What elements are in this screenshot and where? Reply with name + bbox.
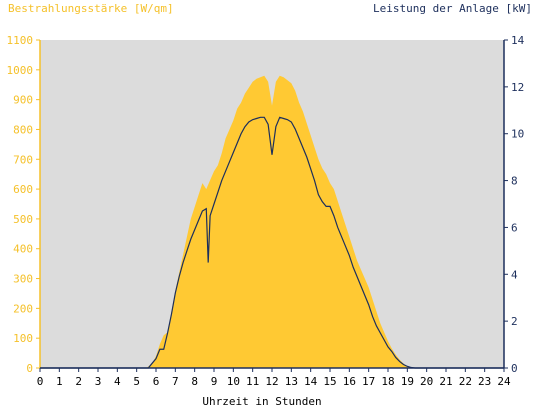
left-tick-label: 800 [13, 123, 33, 136]
x-tick-label: 15 [323, 375, 336, 388]
x-tick-label: 20 [420, 375, 433, 388]
x-tick-label: 7 [172, 375, 179, 388]
x-tick-label: 11 [246, 375, 259, 388]
left-tick-label: 500 [13, 213, 33, 226]
x-tick-label: 14 [304, 375, 318, 388]
right-tick-label: 14 [511, 34, 525, 47]
x-tick-label: 22 [459, 375, 472, 388]
x-axis-title: Uhrzeit in Stunden [202, 395, 321, 408]
x-tick-label: 19 [401, 375, 414, 388]
left-axis-title: Bestrahlungsstärke [W/qm] [8, 2, 174, 15]
right-axis-title: Leistung der Anlage [kW] [373, 2, 532, 15]
left-tick-label: 900 [13, 94, 33, 107]
right-tick-label: 12 [511, 81, 524, 94]
right-tick-label: 10 [511, 128, 524, 141]
x-tick-label: 8 [191, 375, 198, 388]
x-tick-label: 1 [56, 375, 63, 388]
irradiance-area [40, 75, 504, 368]
x-tick-label: 10 [227, 375, 240, 388]
x-tick-label: 23 [478, 375, 491, 388]
x-tick-label: 13 [285, 375, 298, 388]
x-tick-label: 2 [75, 375, 82, 388]
right-tick-label: 8 [511, 175, 518, 188]
left-tick-label: 1000 [7, 64, 34, 77]
left-tick-label: 0 [26, 362, 33, 375]
left-tick-label: 300 [13, 273, 33, 286]
x-tick-label: 18 [381, 375, 394, 388]
right-tick-label: 2 [511, 315, 518, 328]
right-tick-label: 4 [511, 268, 518, 281]
x-tick-label: 17 [362, 375, 375, 388]
left-tick-label: 400 [13, 243, 33, 256]
x-tick-label: 12 [265, 375, 278, 388]
axis-ticks: 0100200300400500600700800900100011000246… [7, 34, 525, 388]
left-tick-label: 600 [13, 183, 33, 196]
left-tick-label: 100 [13, 332, 33, 345]
x-tick-label: 0 [37, 375, 44, 388]
left-tick-label: 200 [13, 302, 33, 315]
power-line [40, 116, 504, 369]
x-tick-label: 16 [343, 375, 356, 388]
x-tick-label: 24 [497, 375, 511, 388]
x-tick-label: 5 [133, 375, 140, 388]
x-tick-label: 9 [211, 375, 218, 388]
right-tick-label: 0 [511, 362, 518, 375]
x-tick-label: 4 [114, 375, 121, 388]
right-tick-label: 6 [511, 221, 518, 234]
left-tick-label: 1100 [7, 34, 34, 47]
x-tick-label: 6 [153, 375, 160, 388]
x-tick-label: 21 [439, 375, 452, 388]
left-tick-label: 700 [13, 153, 33, 166]
x-tick-label: 3 [95, 375, 102, 388]
